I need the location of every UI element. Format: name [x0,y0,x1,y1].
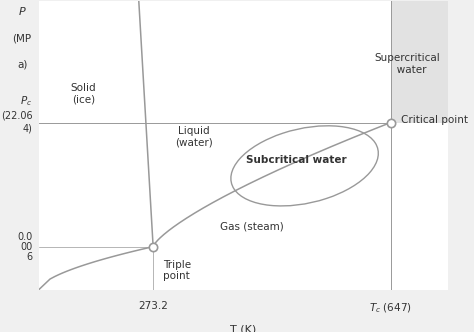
Text: Subcritical water: Subcritical water [246,155,346,165]
Text: Liquid
(water): Liquid (water) [175,126,213,148]
Text: Supercritical
   water: Supercritical water [374,53,440,75]
Text: 273.2: 273.2 [138,301,168,311]
Text: P: P [19,7,26,17]
Text: Gas (steam): Gas (steam) [219,221,283,231]
Text: 4): 4) [22,124,32,133]
Bar [391,0,474,123]
Text: (22.06: (22.06 [1,110,32,121]
Text: T (K): T (K) [230,325,256,332]
Text: Triple
point: Triple point [164,260,191,281]
Text: $T_c$ (647): $T_c$ (647) [369,301,412,315]
Text: Solid
(ice): Solid (ice) [71,83,96,105]
Text: $P_c$: $P_c$ [20,94,32,108]
Text: 0.0: 0.0 [17,231,32,242]
Text: (MP: (MP [13,33,32,43]
Text: 6: 6 [26,252,32,262]
Text: a): a) [17,59,27,69]
Text: Critical point: Critical point [401,115,468,125]
Text: 00: 00 [20,242,32,252]
